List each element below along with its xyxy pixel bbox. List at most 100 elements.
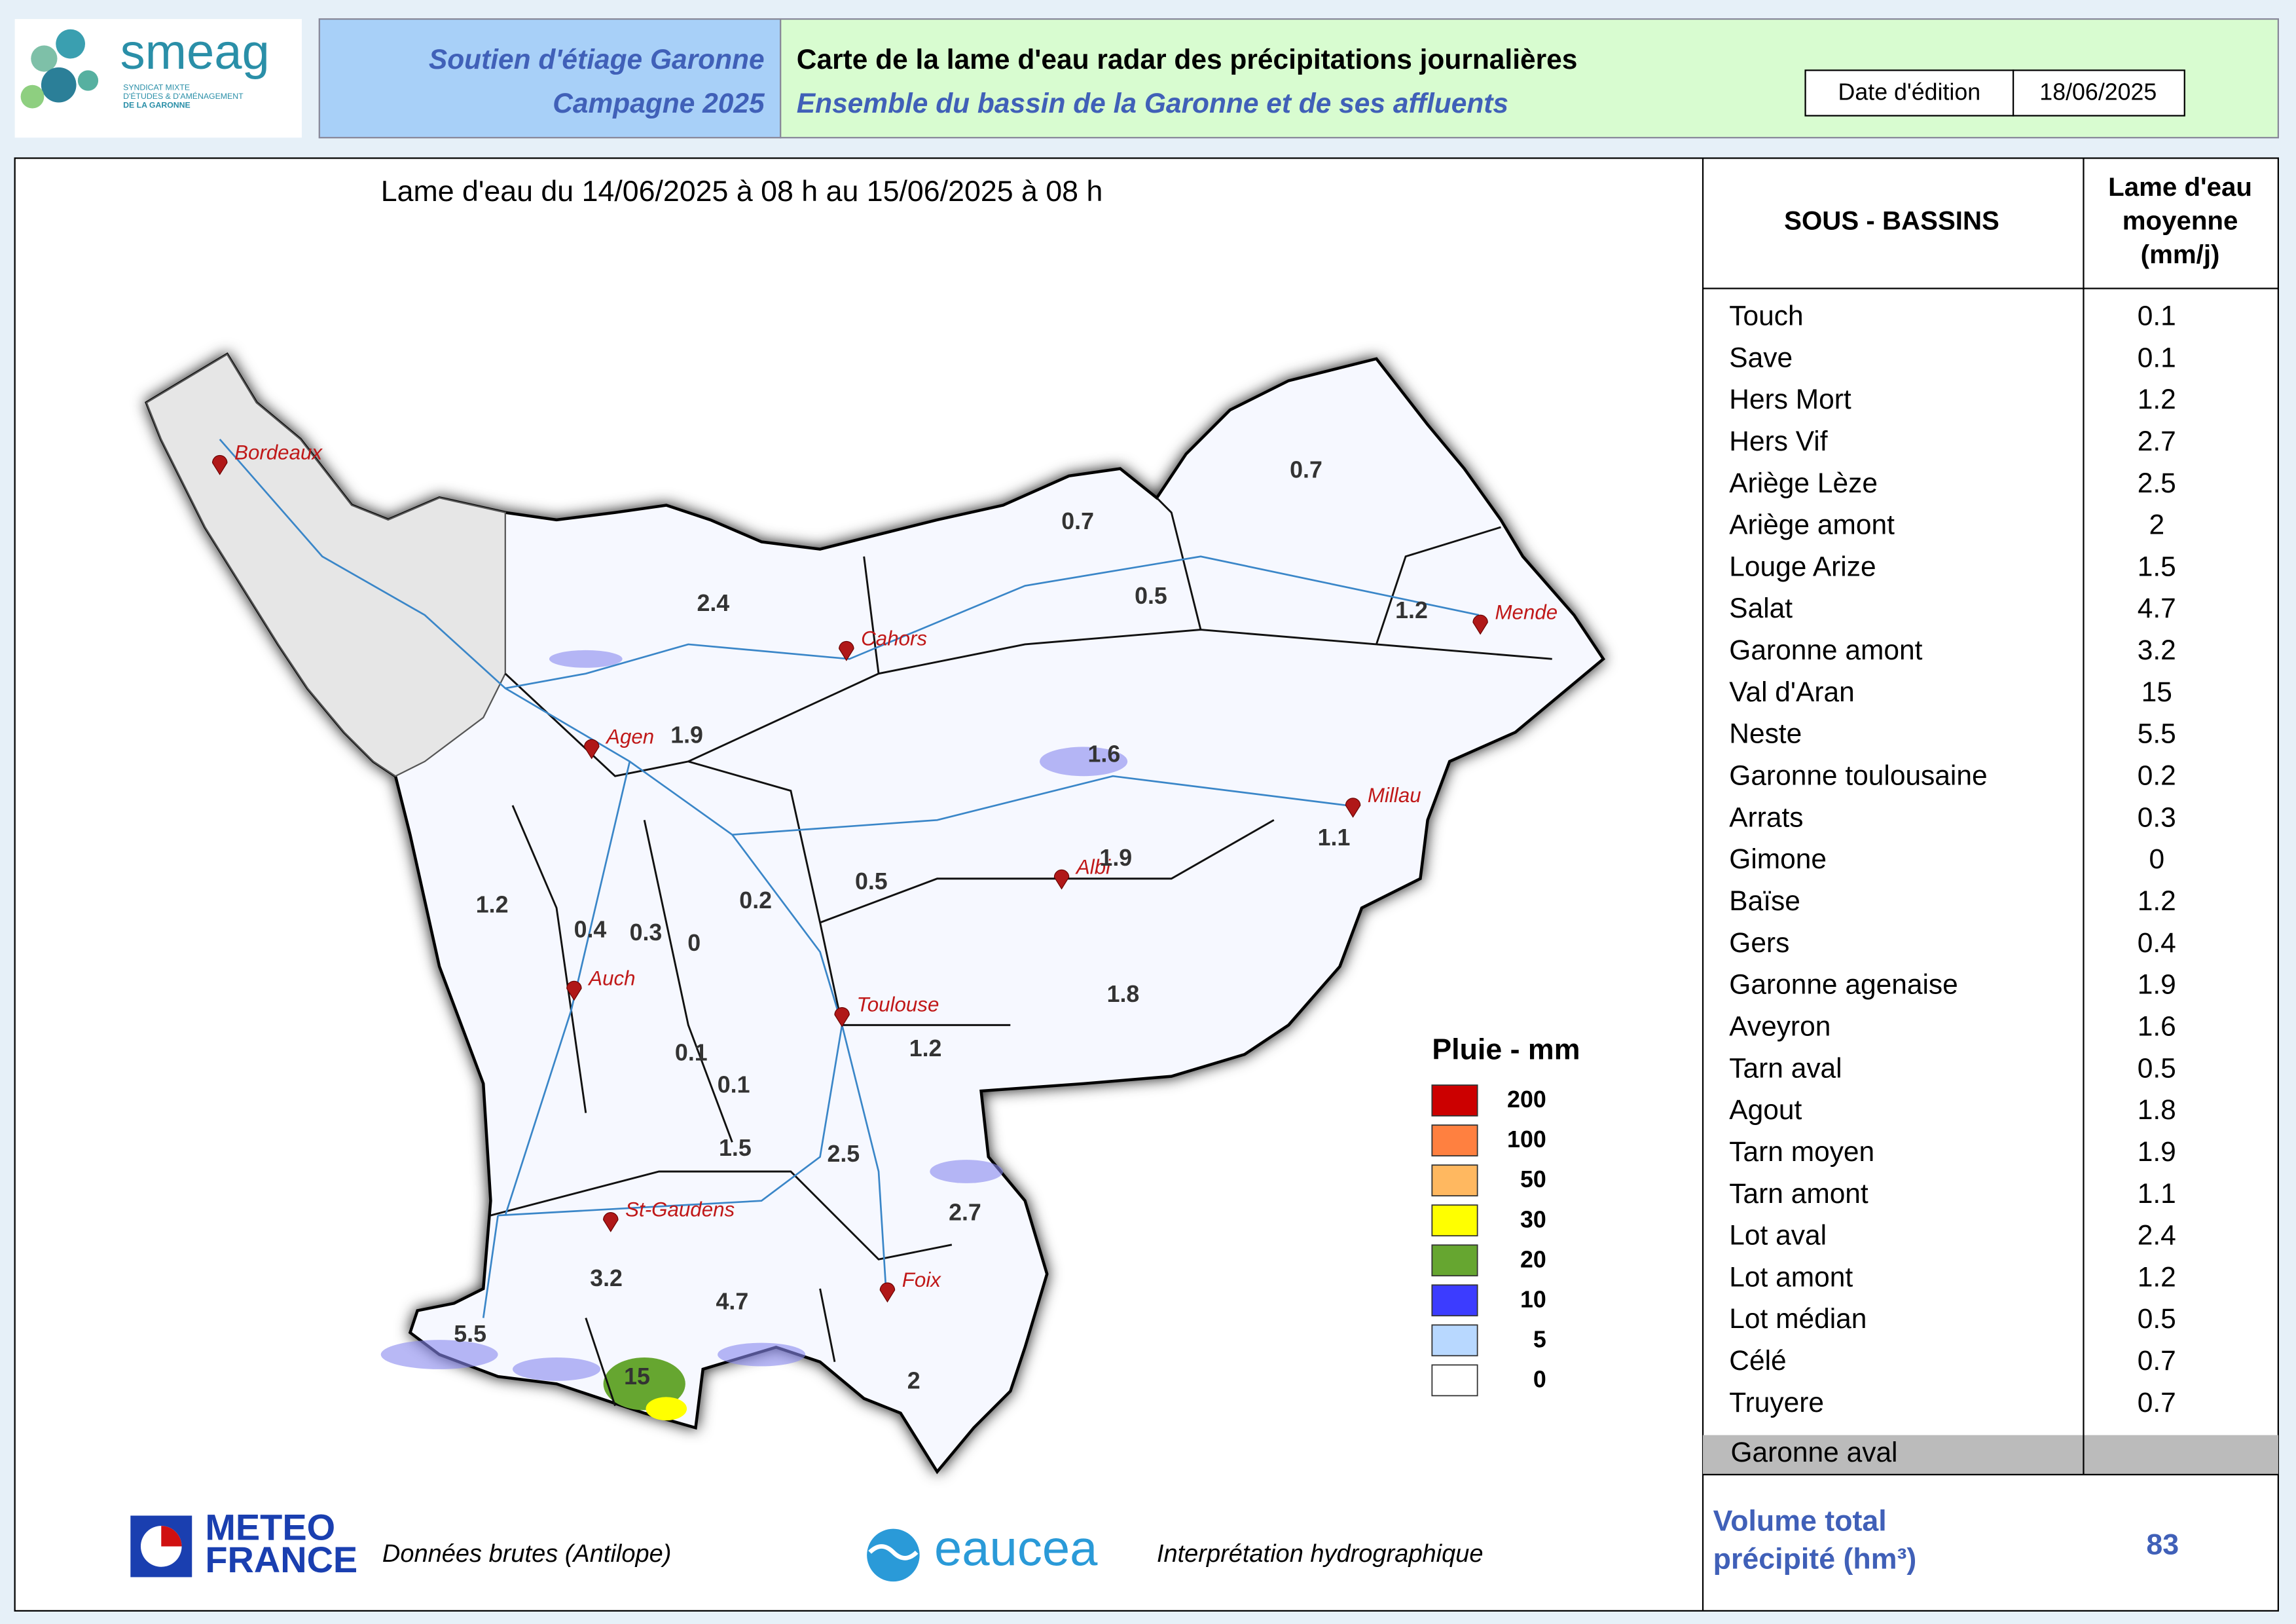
basin-value: 0.5 <box>1135 583 1167 609</box>
legend-label: 0 <box>1533 1366 1546 1392</box>
city-label: Cahors <box>861 627 927 650</box>
subbasin-value: 5.5 <box>2138 719 2176 750</box>
city-marker <box>834 1007 850 1027</box>
subbasin-name: Garonne aval <box>1731 1437 1898 1468</box>
legend-label: 5 <box>1533 1326 1546 1352</box>
rain-patch <box>512 1357 601 1381</box>
basin-value: 1.6 <box>1088 741 1121 767</box>
table-header: (mm/j) <box>2141 240 2220 269</box>
subbasin-name: Salat <box>1729 593 1793 624</box>
total-value: 83 <box>2146 1528 2179 1560</box>
rain-patch <box>1040 747 1128 777</box>
table-header: moyenne <box>2123 206 2238 236</box>
subbasin-name: Hers Vif <box>1729 426 1827 457</box>
basin-value: 1.2 <box>909 1035 942 1061</box>
subbasin-value: 3.2 <box>2138 635 2176 666</box>
basin-value: 1.9 <box>1099 845 1132 871</box>
legend-label: 200 <box>1507 1086 1546 1113</box>
basin-value: 2.5 <box>827 1141 860 1167</box>
basin-value: 2.4 <box>697 590 729 616</box>
legend-label: 100 <box>1507 1126 1546 1153</box>
rain-patch <box>646 1397 687 1421</box>
river <box>841 1025 887 1289</box>
total-label: précipité (hm³) <box>1713 1543 1917 1576</box>
sub-basin-border <box>1156 497 1202 630</box>
subbasin-name: Lot aval <box>1729 1221 1827 1251</box>
rain-patch <box>603 1357 685 1411</box>
sub-basin-border <box>819 1288 836 1362</box>
subbasin-name: Célé <box>1729 1346 1786 1376</box>
basin-value: 1.2 <box>1395 597 1428 623</box>
subbasin-value: 2.5 <box>2138 468 2176 499</box>
subbasin-value: 1.5 <box>2138 551 2176 582</box>
subbasin-value: 1.8 <box>2138 1095 2176 1126</box>
meteo-note: Données brutes (Antilope) <box>382 1540 671 1568</box>
subbasin-name: Lot médian <box>1729 1304 1867 1335</box>
logo-dot <box>31 45 58 72</box>
subbasin-name: Baïse <box>1729 886 1800 917</box>
subbasin-value: 0.5 <box>2138 1304 2176 1335</box>
subbasin-value: 0.4 <box>2138 928 2176 959</box>
basin-value: 0.5 <box>855 868 888 895</box>
garonne-aval-area <box>145 353 506 777</box>
subbasin-name: Louge Arize <box>1729 551 1876 582</box>
basin-value: 0.7 <box>1061 508 1094 534</box>
sub-basin-border <box>687 629 1552 763</box>
subbasin-name: Ariège amont <box>1729 510 1895 541</box>
basin-value: 1.1 <box>1318 824 1351 851</box>
basin-value: 1.9 <box>670 722 703 748</box>
title: Carte de la lame d'eau radar des précipi… <box>797 45 1578 75</box>
city-marker <box>566 980 582 1001</box>
legend-swatch <box>1431 1364 1478 1397</box>
date-label: Date d'édition <box>1838 79 1981 105</box>
subbasin-name: Garonne amont <box>1729 635 1922 666</box>
city-label: Foix <box>902 1268 941 1291</box>
city-marker <box>1472 614 1488 635</box>
basin-value: 2 <box>907 1367 920 1393</box>
river <box>482 1215 499 1318</box>
sub-basin-border <box>1375 526 1501 645</box>
subbasin-value: 0.1 <box>2138 301 2176 331</box>
meteo-text: METEO <box>205 1507 335 1548</box>
subbasin-name: Aveyron <box>1729 1011 1831 1042</box>
subbasin-name: Val d'Aran <box>1729 677 1854 708</box>
city-marker <box>1345 798 1361 818</box>
city-label: Millau <box>1368 784 1421 807</box>
basin-value: 0.1 <box>718 1072 750 1098</box>
subbasin-value: 0.2 <box>2138 761 2176 792</box>
date: 18/06/2025 <box>2039 79 2157 105</box>
logo-subtitle: D'ÉTUDES & D'AMÉNAGEMENT <box>123 91 244 101</box>
basin-value: 0 <box>687 930 701 956</box>
subbasin-value: 0.7 <box>2138 1388 2176 1418</box>
program: Soutien d'étiage Garonne <box>429 45 765 75</box>
city-label: Albi <box>1075 855 1111 878</box>
subbasin-value: 0.5 <box>2138 1053 2176 1084</box>
city-label: Agen <box>605 725 654 748</box>
sub-basin-border <box>863 556 880 674</box>
subbasin-name: Agout <box>1729 1095 1802 1126</box>
basin-value: 2.7 <box>949 1199 981 1225</box>
sub-basin-border <box>820 819 1275 924</box>
basin-value: 0.4 <box>574 917 607 943</box>
subbasin-name: Tarn moyen <box>1729 1137 1874 1168</box>
basin-value: 4.7 <box>716 1289 749 1315</box>
city-label: Toulouse <box>856 993 939 1016</box>
subbasin-name: Gimone <box>1729 844 1827 875</box>
eaucea-logo <box>868 1544 919 1560</box>
legend-label: 10 <box>1520 1286 1546 1312</box>
subbasin-value: 1.9 <box>2138 1137 2176 1168</box>
map-title: Lame d'eau du 14/06/2025 à 08 h au 15/06… <box>381 175 1103 208</box>
subbasin-value: 1.2 <box>2138 384 2176 415</box>
meteo-logo <box>161 1526 182 1547</box>
city-label: Bordeaux <box>234 441 323 464</box>
subbasin-name: Save <box>1729 342 1793 373</box>
subbasin-name: Gers <box>1729 928 1789 959</box>
table-header: Lame d'eau <box>2108 172 2252 202</box>
city-marker <box>603 1212 619 1232</box>
legend-swatch <box>1431 1164 1478 1197</box>
basin-value: 1.2 <box>476 892 509 918</box>
subbasin-value: 1.9 <box>2138 970 2176 1001</box>
logo-dot <box>56 29 85 59</box>
eaucea-text: eaucea <box>934 1521 1098 1577</box>
legend-title: Pluie - mm <box>1432 1033 1580 1065</box>
